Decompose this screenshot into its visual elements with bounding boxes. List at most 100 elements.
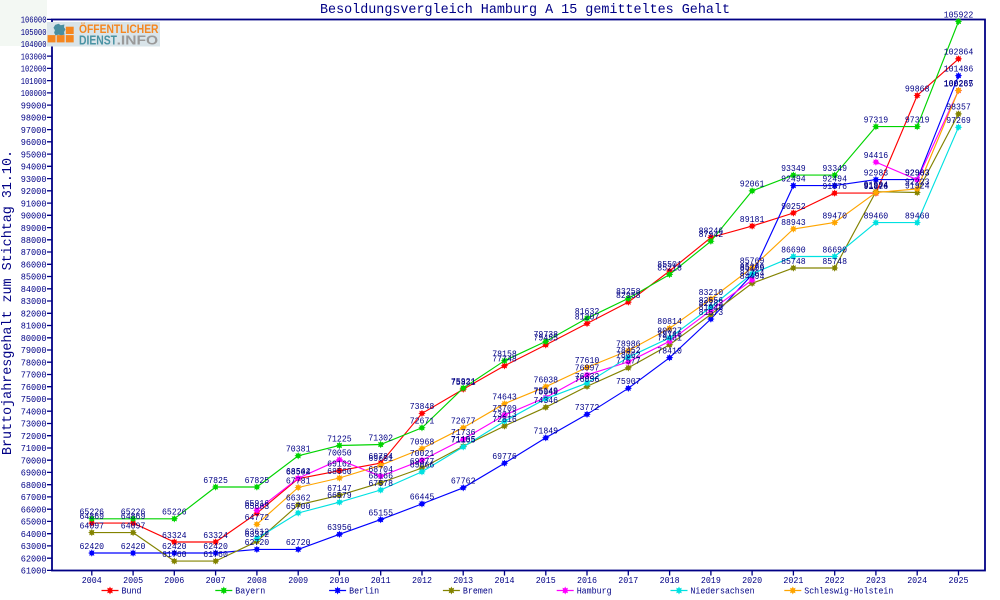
- svg-text:106000: 106000: [21, 16, 47, 26]
- svg-text:2013: 2013: [453, 575, 473, 586]
- svg-text:97319: 97319: [905, 114, 930, 125]
- svg-text:2022: 2022: [825, 575, 845, 586]
- svg-text:ÖFFENTLICHER: ÖFFENTLICHER: [79, 23, 159, 36]
- svg-text:73848: 73848: [410, 401, 435, 412]
- svg-text:94000: 94000: [21, 163, 47, 173]
- svg-text:2016: 2016: [577, 575, 597, 586]
- svg-text:64097: 64097: [121, 520, 146, 531]
- svg-text:81000: 81000: [21, 322, 47, 332]
- svg-text:65226: 65226: [121, 507, 146, 518]
- svg-text:71849: 71849: [534, 426, 559, 437]
- svg-text:62000: 62000: [21, 554, 47, 564]
- svg-text:62420: 62420: [162, 541, 187, 552]
- svg-text:69066: 69066: [410, 460, 435, 471]
- svg-text:71155: 71155: [451, 434, 476, 445]
- svg-text:81948: 81948: [699, 302, 724, 313]
- svg-text:69601: 69601: [368, 453, 393, 464]
- svg-text:2014: 2014: [495, 575, 515, 586]
- svg-text:74346: 74346: [534, 395, 559, 406]
- svg-text:63000: 63000: [21, 542, 47, 552]
- svg-text:86690: 86690: [781, 244, 806, 255]
- svg-text:Bremen: Bremen: [463, 586, 493, 597]
- svg-text:89470: 89470: [822, 210, 847, 221]
- svg-text:75907: 75907: [616, 376, 641, 387]
- svg-text:93349: 93349: [781, 163, 806, 174]
- svg-text:97000: 97000: [21, 126, 47, 136]
- svg-text:79455: 79455: [534, 333, 559, 344]
- svg-text:61760: 61760: [203, 549, 228, 560]
- svg-text:66445: 66445: [410, 492, 435, 503]
- svg-text:64772: 64772: [245, 512, 270, 523]
- svg-text:Hamburg: Hamburg: [577, 586, 612, 597]
- svg-text:89181: 89181: [740, 214, 765, 225]
- svg-text:72000: 72000: [21, 432, 47, 442]
- svg-text:105000: 105000: [21, 28, 47, 38]
- svg-text:67000: 67000: [21, 493, 47, 503]
- svg-text:65226: 65226: [80, 507, 105, 518]
- svg-text:89000: 89000: [21, 224, 47, 234]
- svg-text:83210: 83210: [699, 287, 724, 298]
- svg-text:79746: 79746: [657, 329, 682, 340]
- svg-text:68560: 68560: [327, 466, 352, 477]
- svg-text:78158: 78158: [492, 349, 517, 360]
- svg-text:63612: 63612: [245, 526, 270, 537]
- svg-text:97319: 97319: [864, 114, 889, 125]
- svg-text:79738: 79738: [534, 329, 559, 340]
- svg-text:67825: 67825: [203, 475, 228, 486]
- svg-text:72671: 72671: [410, 416, 435, 427]
- svg-text:73000: 73000: [21, 420, 47, 430]
- svg-text:85748: 85748: [781, 256, 806, 267]
- svg-text:66000: 66000: [21, 505, 47, 515]
- svg-text:71736: 71736: [451, 427, 476, 438]
- svg-text:81207: 81207: [575, 311, 600, 322]
- svg-text:93349: 93349: [822, 163, 847, 174]
- svg-text:2025: 2025: [949, 575, 969, 586]
- svg-text:79000: 79000: [21, 346, 47, 356]
- svg-text:2008: 2008: [247, 575, 267, 586]
- svg-text:88000: 88000: [21, 236, 47, 246]
- svg-text:72816: 72816: [492, 414, 517, 425]
- svg-text:68504: 68504: [286, 467, 311, 478]
- svg-text:75000: 75000: [21, 395, 47, 405]
- svg-text:85218: 85218: [657, 262, 682, 273]
- svg-text:2007: 2007: [206, 575, 226, 586]
- svg-text:62420: 62420: [121, 541, 146, 552]
- svg-text:78986: 78986: [616, 338, 641, 349]
- svg-text:87000: 87000: [21, 248, 47, 258]
- svg-text:77610: 77610: [575, 355, 600, 366]
- svg-text:80027: 80027: [657, 326, 682, 337]
- svg-text:75921: 75921: [451, 376, 476, 387]
- svg-text:70000: 70000: [21, 456, 47, 466]
- svg-text:67781: 67781: [286, 475, 311, 486]
- svg-text:92061: 92061: [740, 179, 765, 190]
- svg-text:70968: 70968: [410, 436, 435, 447]
- svg-text:90000: 90000: [21, 212, 47, 222]
- svg-text:103000: 103000: [21, 52, 47, 62]
- svg-text:74643: 74643: [492, 392, 517, 403]
- svg-text:89460: 89460: [905, 210, 930, 221]
- svg-text:91000: 91000: [21, 199, 47, 209]
- svg-text:101486: 101486: [944, 64, 974, 75]
- svg-text:102000: 102000: [21, 65, 47, 75]
- svg-text:2006: 2006: [164, 575, 184, 586]
- svg-text:83258: 83258: [616, 286, 641, 297]
- svg-text:64097: 64097: [80, 520, 105, 531]
- svg-text:92983: 92983: [864, 167, 889, 178]
- svg-text:83000: 83000: [21, 297, 47, 307]
- svg-text:90252: 90252: [781, 201, 806, 212]
- svg-text:Berlin: Berlin: [349, 586, 379, 597]
- svg-text:2024: 2024: [907, 575, 927, 586]
- svg-text:63956: 63956: [327, 522, 352, 533]
- svg-text:100000: 100000: [21, 89, 47, 99]
- svg-text:67578: 67578: [368, 478, 393, 489]
- svg-text:102864: 102864: [944, 47, 974, 58]
- svg-text:76332: 76332: [575, 371, 600, 382]
- svg-text:89460: 89460: [864, 210, 889, 221]
- svg-text:Bruttojahresgehalt zum Stichta: Bruttojahresgehalt zum Stichtag 31.10.: [1, 150, 16, 455]
- svg-text:82283: 82283: [699, 298, 724, 309]
- svg-text:84000: 84000: [21, 285, 47, 295]
- svg-text:104000: 104000: [21, 40, 47, 50]
- svg-text:88943: 88943: [781, 217, 806, 228]
- svg-text:Bayern: Bayern: [235, 586, 265, 597]
- svg-text:77000: 77000: [21, 371, 47, 381]
